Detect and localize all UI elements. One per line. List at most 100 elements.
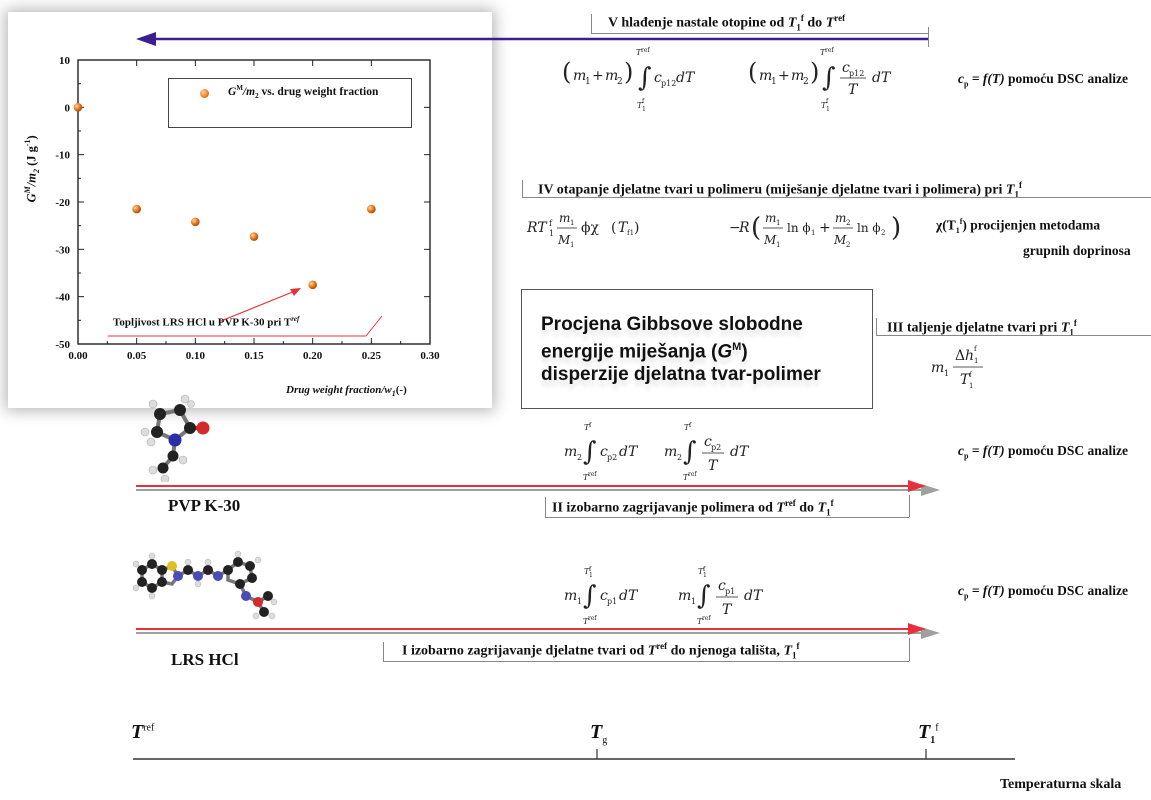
step-i-cp-note: cp = f(T) pomoću DSC analize (958, 583, 1129, 601)
svg-text:f: f (549, 219, 553, 228)
svg-text:T: T (848, 82, 859, 98)
step-i-underline (383, 661, 909, 662)
svg-text:f: f (689, 422, 692, 429)
svg-text:m: m (664, 444, 677, 460)
gibbs-energy-box: Procjena Gibbsove slobodne energije mije… (521, 289, 873, 409)
svg-text:T: T (960, 372, 971, 388)
x-tick-label: 0.00 (68, 350, 88, 362)
svg-text:T: T (618, 220, 629, 236)
t1f-label: T1f (918, 721, 939, 746)
svg-text:1: 1 (969, 382, 973, 390)
svg-text:m: m (759, 68, 772, 84)
svg-text:T: T (722, 602, 733, 618)
svg-text:M: M (763, 233, 777, 247)
svg-text:c: c (600, 444, 608, 460)
svg-text:1: 1 (642, 106, 646, 113)
polymer-arrowhead-grey (921, 484, 940, 496)
drug-arrowhead-red (908, 623, 926, 635)
x-tick-label: 0.30 (420, 350, 440, 362)
svg-text:T: T (683, 473, 689, 482)
svg-text:2: 2 (677, 453, 682, 462)
chart-legend: GM/m2 vs. drug weight fraction (168, 78, 412, 128)
svg-text:∫: ∫ (697, 581, 711, 611)
temperature-scale-caption: Temperaturna skala (1000, 777, 1122, 792)
svg-text:m: m (573, 68, 586, 84)
svg-text:1: 1 (570, 241, 574, 249)
svg-text:2: 2 (617, 77, 623, 87)
svg-text:1: 1 (691, 597, 696, 606)
svg-text:T: T (583, 473, 589, 482)
svg-text:m: m (605, 68, 618, 84)
scatter-chart: 0.00 0.05 0.10 0.15 0.20 0.25 0.30 10 0 -10 -20 -30… (55, 55, 440, 362)
solubility-annotation: Topljivost LRS HCl u PVP K-30 pri Tref (113, 315, 300, 329)
svg-text:h: h (965, 348, 974, 364)
svg-text:1: 1 (589, 572, 593, 579)
x-tick-label: 0.20 (303, 350, 323, 362)
svg-text:M: M (557, 233, 571, 247)
svg-text:dT: dT (872, 70, 892, 86)
svg-text:T: T (583, 617, 589, 626)
svg-text:dT: dT (619, 444, 639, 460)
svg-text:p2: p2 (607, 453, 617, 462)
svg-text:M: M (833, 233, 847, 247)
step-ii-underline (545, 517, 909, 518)
svg-text:): ) (624, 58, 633, 86)
data-point (73, 103, 83, 112)
chart-panel: 0.00 0.05 0.10 0.15 0.20 0.25 0.30 10 0 -10 -20 -30… (8, 12, 492, 408)
svg-text:ref: ref (588, 471, 597, 478)
svg-text:f: f (589, 422, 592, 429)
y-tick-label: -20 (55, 197, 70, 209)
svg-text:T: T (584, 423, 590, 432)
svg-text:∫: ∫ (822, 63, 836, 93)
y-tick-label: -40 (55, 292, 70, 304)
step-v-underline (591, 33, 928, 34)
svg-text:+: + (778, 68, 790, 84)
svg-text:f: f (589, 566, 592, 573)
svg-text:ln ϕ: ln ϕ (857, 221, 881, 235)
svg-text:∫: ∫ (583, 437, 597, 467)
step-v-cp-note: cp = f(T) pomoću DSC analize (958, 71, 1129, 89)
svg-text:p1: p1 (607, 597, 617, 606)
svg-text:ϕχ: ϕχ (581, 220, 600, 236)
drug-label: LRS HCl (171, 650, 239, 669)
step-i-bracket (383, 642, 384, 661)
svg-text:∫: ∫ (683, 437, 697, 467)
svg-text:R: R (738, 220, 750, 236)
svg-text:RT: RT (526, 220, 548, 236)
pvp-molecule-image (140, 394, 210, 482)
svg-text:1: 1 (703, 572, 707, 579)
svg-text:f: f (969, 371, 973, 379)
svg-text:1: 1 (570, 219, 574, 227)
svg-text:T: T (820, 48, 826, 57)
x-axis-label: Drug weight fraction/w1(-) (286, 384, 407, 399)
step-ii-cp-note: cp = f(T) pomoću DSC analize (958, 443, 1129, 461)
svg-text:f: f (642, 98, 645, 105)
svg-text:f: f (703, 566, 706, 573)
svg-text:f1: f1 (627, 229, 634, 237)
svg-text:c: c (654, 70, 662, 86)
annotation-arrowhead (290, 288, 301, 296)
step-iv-bracket (522, 180, 523, 197)
cooling-arrowhead (136, 32, 156, 46)
svg-text:1: 1 (776, 219, 780, 227)
svg-text:1: 1 (826, 106, 830, 113)
svg-text:ref: ref (825, 47, 834, 54)
svg-text:m: m (559, 211, 570, 225)
svg-text:2: 2 (846, 219, 850, 227)
annotation-arrow (220, 290, 296, 322)
svg-text:2: 2 (803, 77, 809, 87)
y-tick-label: -10 (55, 150, 70, 162)
svg-text:m: m (791, 68, 804, 84)
lrs-molecule-image (132, 550, 278, 620)
svg-text:2: 2 (846, 241, 850, 249)
svg-text:−: − (729, 220, 741, 236)
svg-text:1: 1 (811, 229, 815, 237)
step-iii-label: III taljenje djelatne tvari pri T1f (887, 318, 1077, 338)
svg-text:(: ( (751, 213, 761, 243)
data-point (308, 280, 317, 290)
step-iii-bracket (876, 318, 877, 335)
